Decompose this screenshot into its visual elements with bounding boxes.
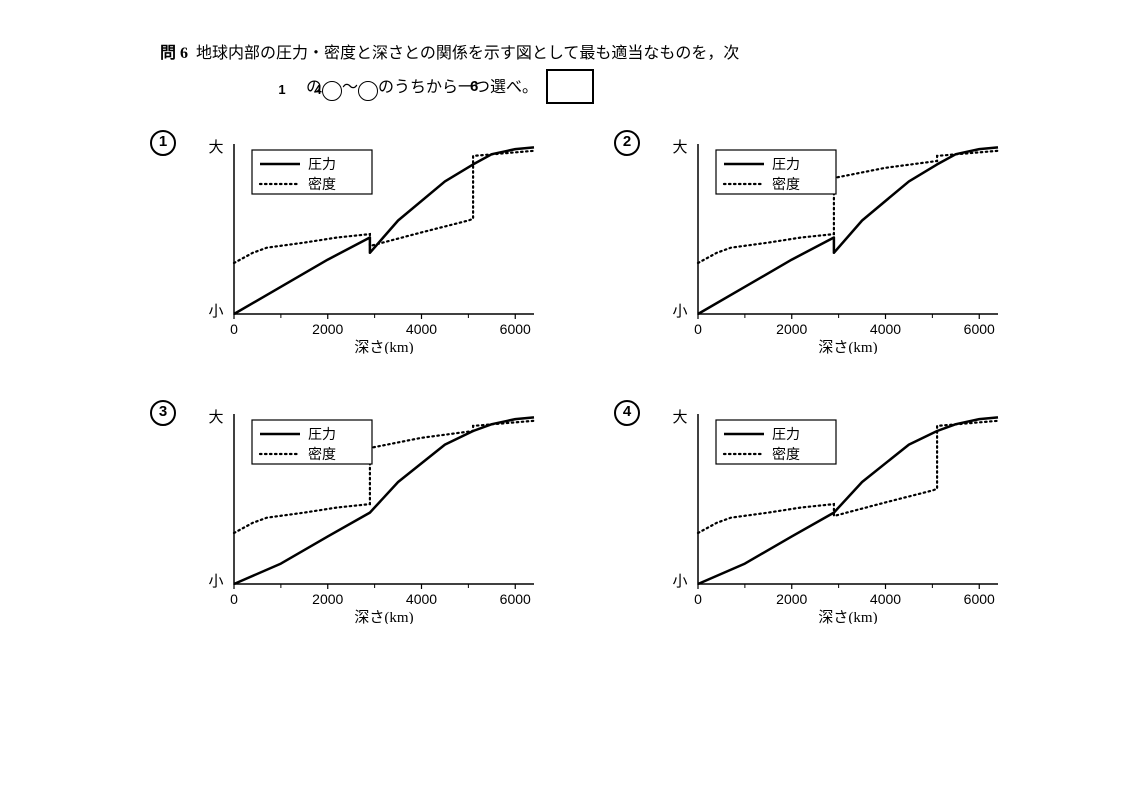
svg-text:6000: 6000	[964, 321, 995, 337]
svg-text:深さ(km): 深さ(km)	[818, 609, 877, 624]
svg-text:4000: 4000	[406, 591, 437, 607]
svg-text:0: 0	[694, 591, 702, 607]
svg-text:6000: 6000	[500, 591, 531, 607]
chart-svg-4: 0 2000 4000 6000 深さ(km) 大小 圧力密度	[648, 404, 1008, 624]
svg-text:4000: 4000	[870, 591, 901, 607]
chart-svg-3: 0 2000 4000 6000 深さ(km) 大小 圧力密度	[184, 404, 544, 624]
svg-text:大: 大	[672, 139, 687, 156]
question-label: 問 6	[160, 45, 188, 62]
svg-text:圧力: 圧力	[308, 157, 336, 173]
option-number-1: 1	[150, 130, 176, 156]
question-text-1: 地球内部の圧力・密度と深さとの関係を示す図として最も適当なものを，次	[196, 45, 739, 62]
svg-text:深さ(km): 深さ(km)	[354, 609, 413, 624]
svg-text:圧力: 圧力	[772, 427, 800, 443]
svg-text:4000: 4000	[870, 321, 901, 337]
svg-text:2000: 2000	[312, 321, 343, 337]
svg-text:4000: 4000	[406, 321, 437, 337]
svg-text:6000: 6000	[964, 591, 995, 607]
chart-option-2: 20200040006000深さ(km)大小圧力密度	[614, 134, 1008, 354]
chart-option-3: 30200040006000深さ(km)大小圧力密度	[150, 404, 544, 624]
svg-text:小: 小	[208, 573, 223, 590]
svg-text:小: 小	[208, 303, 223, 320]
charts-grid: 10200040006000深さ(km)大小圧力密度20200040006000…	[60, 134, 1086, 624]
chart-svg-1: 0 2000 4000 6000 深さ(km) 大小 圧力密度	[184, 134, 544, 354]
chart-option-4: 40200040006000深さ(km)大小圧力密度	[614, 404, 1008, 624]
option-to: 4	[358, 81, 378, 101]
svg-text:6000: 6000	[500, 321, 531, 337]
option-number-3: 3	[150, 400, 176, 426]
svg-text:密度: 密度	[772, 176, 800, 193]
question-text-2b: のうちから一つ選べ。	[378, 79, 538, 96]
option-from: 1	[322, 81, 342, 101]
chart-svg-2: 0 2000 4000 6000 深さ(km) 大小 圧力密度	[648, 134, 1008, 354]
chart-option-1: 10200040006000深さ(km)大小圧力密度	[150, 134, 544, 354]
svg-text:0: 0	[694, 321, 702, 337]
option-number-4: 4	[614, 400, 640, 426]
question-header: 問 6 地球内部の圧力・密度と深さとの関係を示す図として最も適当なものを，次 の…	[160, 40, 1086, 104]
svg-text:大: 大	[208, 139, 223, 156]
svg-text:大: 大	[672, 409, 687, 426]
question-tilde: ～	[342, 79, 358, 96]
svg-text:0: 0	[230, 321, 238, 337]
svg-text:密度: 密度	[308, 176, 336, 193]
svg-text:深さ(km): 深さ(km)	[818, 339, 877, 354]
svg-text:小: 小	[672, 573, 687, 590]
svg-text:密度: 密度	[308, 446, 336, 463]
svg-text:2000: 2000	[776, 321, 807, 337]
svg-text:圧力: 圧力	[308, 427, 336, 443]
svg-text:圧力: 圧力	[772, 157, 800, 173]
option-number-2: 2	[614, 130, 640, 156]
svg-text:密度: 密度	[772, 446, 800, 463]
svg-text:2000: 2000	[776, 591, 807, 607]
svg-text:2000: 2000	[312, 591, 343, 607]
answer-number-box: 6	[546, 69, 594, 104]
svg-text:大: 大	[208, 409, 223, 426]
svg-text:深さ(km): 深さ(km)	[354, 339, 413, 354]
svg-text:小: 小	[672, 303, 687, 320]
svg-text:0: 0	[230, 591, 238, 607]
